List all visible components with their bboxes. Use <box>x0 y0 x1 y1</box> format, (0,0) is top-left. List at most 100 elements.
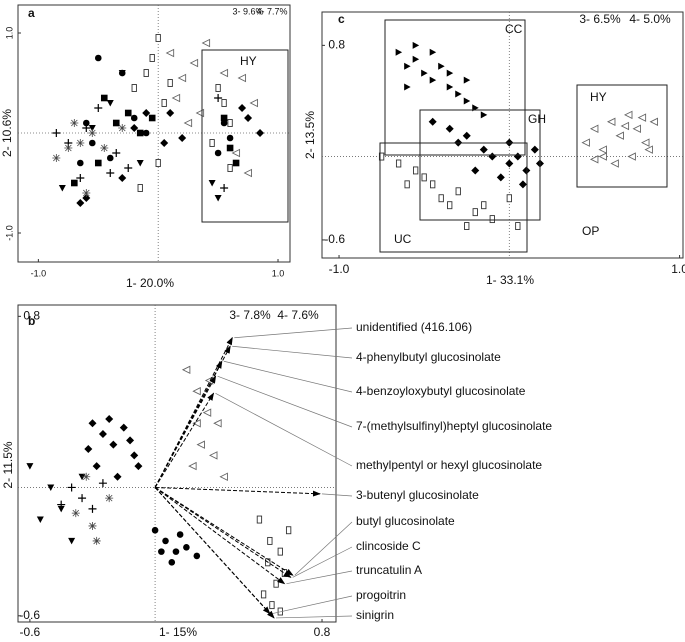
point <box>421 173 427 182</box>
point <box>446 83 454 91</box>
point <box>221 99 227 107</box>
point <box>161 99 167 107</box>
point <box>124 109 132 117</box>
point <box>160 139 169 147</box>
loading-label: 4-benzoyloxybutyl glucosinolate <box>356 384 526 398</box>
point <box>64 144 73 152</box>
loading-label: clincoside C <box>356 539 421 553</box>
point <box>70 119 79 127</box>
point <box>227 164 233 172</box>
loading-label: sinigrin <box>356 608 394 622</box>
point <box>219 68 229 78</box>
point <box>92 536 101 545</box>
point <box>281 569 288 577</box>
point <box>446 69 454 77</box>
point <box>168 559 176 566</box>
point <box>277 547 283 556</box>
x-axis-label: 1- 15% <box>159 625 197 639</box>
loading-arrow <box>155 486 321 497</box>
point <box>226 144 234 152</box>
point <box>92 462 101 471</box>
point <box>130 451 139 460</box>
point <box>106 100 114 107</box>
point <box>88 125 96 132</box>
point <box>214 94 223 102</box>
point <box>192 386 201 396</box>
loading-label: truncatulin A <box>356 563 422 577</box>
point <box>522 166 531 175</box>
point <box>183 544 190 551</box>
point <box>637 113 647 122</box>
y-tick-label: -1.0 <box>4 225 14 241</box>
point <box>463 76 471 84</box>
point <box>71 509 80 518</box>
point <box>82 472 91 481</box>
point <box>88 419 97 428</box>
point <box>413 166 419 175</box>
point <box>189 58 199 68</box>
region-label: OP <box>582 224 599 238</box>
point <box>445 124 454 133</box>
x-tick-label: -0.6 <box>20 625 41 639</box>
point <box>134 462 143 471</box>
loading-label: 4-phenylbutyl glucosinolate <box>356 350 501 364</box>
point <box>26 463 34 470</box>
point <box>438 194 444 203</box>
leader-line <box>217 375 353 428</box>
point <box>165 48 175 58</box>
point <box>88 129 97 137</box>
panel: b 3- 7.8% 4- 7.6% 1- 15% 2- 11.5% -0.6 0.8 -0.6… <box>1 304 552 639</box>
point <box>201 38 211 48</box>
variance-note: 4- 7.6% <box>277 308 319 322</box>
region-label: UC <box>394 232 412 246</box>
point <box>112 119 120 127</box>
point <box>98 479 107 488</box>
point <box>243 168 253 178</box>
point <box>209 451 218 460</box>
point <box>208 180 216 187</box>
variance-note: 3- 9.6% <box>232 6 263 16</box>
point <box>238 104 247 112</box>
region-box <box>384 19 526 156</box>
point <box>589 155 599 164</box>
leader-line <box>234 327 353 339</box>
point <box>155 34 161 42</box>
point <box>213 419 222 428</box>
leader-line <box>294 521 353 576</box>
point <box>231 148 241 158</box>
point <box>480 111 488 119</box>
point <box>412 55 420 63</box>
region-label: HY <box>240 54 257 68</box>
point <box>67 483 76 492</box>
point <box>106 154 114 162</box>
leader-line <box>286 570 353 585</box>
loading-arrow <box>154 375 217 488</box>
point <box>428 117 437 126</box>
point <box>149 54 155 62</box>
variance-note: 4- 5.0% <box>629 12 671 26</box>
y-axis-label: 2- 13.5% <box>303 111 317 159</box>
point <box>644 145 653 154</box>
point <box>105 415 114 424</box>
loading-label: butyl glucosinolate <box>356 514 455 528</box>
point <box>215 84 221 92</box>
point <box>130 124 139 132</box>
point <box>421 69 428 77</box>
leader-line <box>292 546 353 578</box>
point <box>113 472 122 481</box>
point <box>142 109 151 117</box>
region-box <box>576 84 668 188</box>
point <box>196 440 205 449</box>
point <box>158 548 165 555</box>
point <box>412 41 420 49</box>
point <box>530 145 539 154</box>
point <box>260 590 267 599</box>
y-tick-label: 0.8 <box>23 309 40 323</box>
point <box>181 365 191 375</box>
point <box>515 222 521 230</box>
point <box>94 54 102 62</box>
point <box>143 69 149 77</box>
panel-letter: c <box>338 12 345 26</box>
point <box>88 504 97 513</box>
